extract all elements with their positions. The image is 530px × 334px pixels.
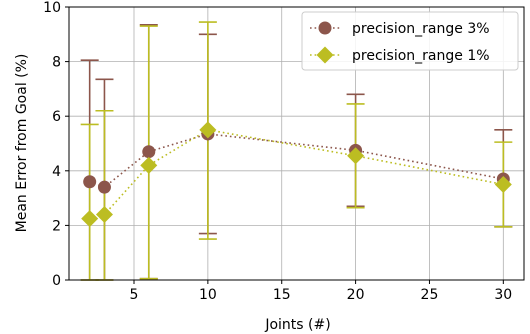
y-axis-ticks: 0 2 4 6 8 10 [43, 0, 69, 289]
x-axis-label: Joints (#) [264, 317, 330, 333]
y-tick-label: 0 [52, 273, 61, 289]
data-point [81, 210, 99, 228]
x-tick-label: 15 [273, 287, 291, 303]
plot-frame [68, 6, 525, 281]
y-tick-label: 2 [52, 218, 61, 234]
x-tick-label: 20 [347, 287, 365, 303]
data-point [95, 205, 113, 223]
data-point [142, 145, 156, 159]
x-tick-label: 30 [494, 287, 512, 303]
series-line [89, 129, 504, 220]
legend-label: precision_range 1% [352, 48, 490, 64]
data-point [199, 121, 217, 139]
data-point [316, 46, 334, 64]
y-tick-label: 10 [43, 0, 61, 16]
data-point [494, 175, 512, 193]
series-lines [89, 129, 504, 220]
data-point [97, 180, 111, 194]
y-tick-label: 8 [52, 55, 61, 71]
y-axis-label: Mean Error from Goal (%) [14, 54, 30, 233]
x-tick-label: 5 [130, 287, 139, 303]
data-point [140, 156, 158, 174]
series-markers [81, 121, 512, 228]
data-point [318, 21, 332, 35]
y-tick-label: 6 [52, 109, 61, 125]
x-tick-label: 25 [421, 287, 439, 303]
x-tick-label: 10 [199, 287, 217, 303]
legend-label: precision_range 3% [352, 21, 490, 37]
legend: precision_range 3% precision_range 1% [301, 11, 519, 71]
legend-box [301, 11, 519, 71]
y-tick-label: 4 [52, 164, 61, 180]
data-point [347, 147, 365, 165]
x-axis-ticks: 5 10 15 20 25 30 [130, 280, 512, 303]
data-point [83, 175, 97, 189]
